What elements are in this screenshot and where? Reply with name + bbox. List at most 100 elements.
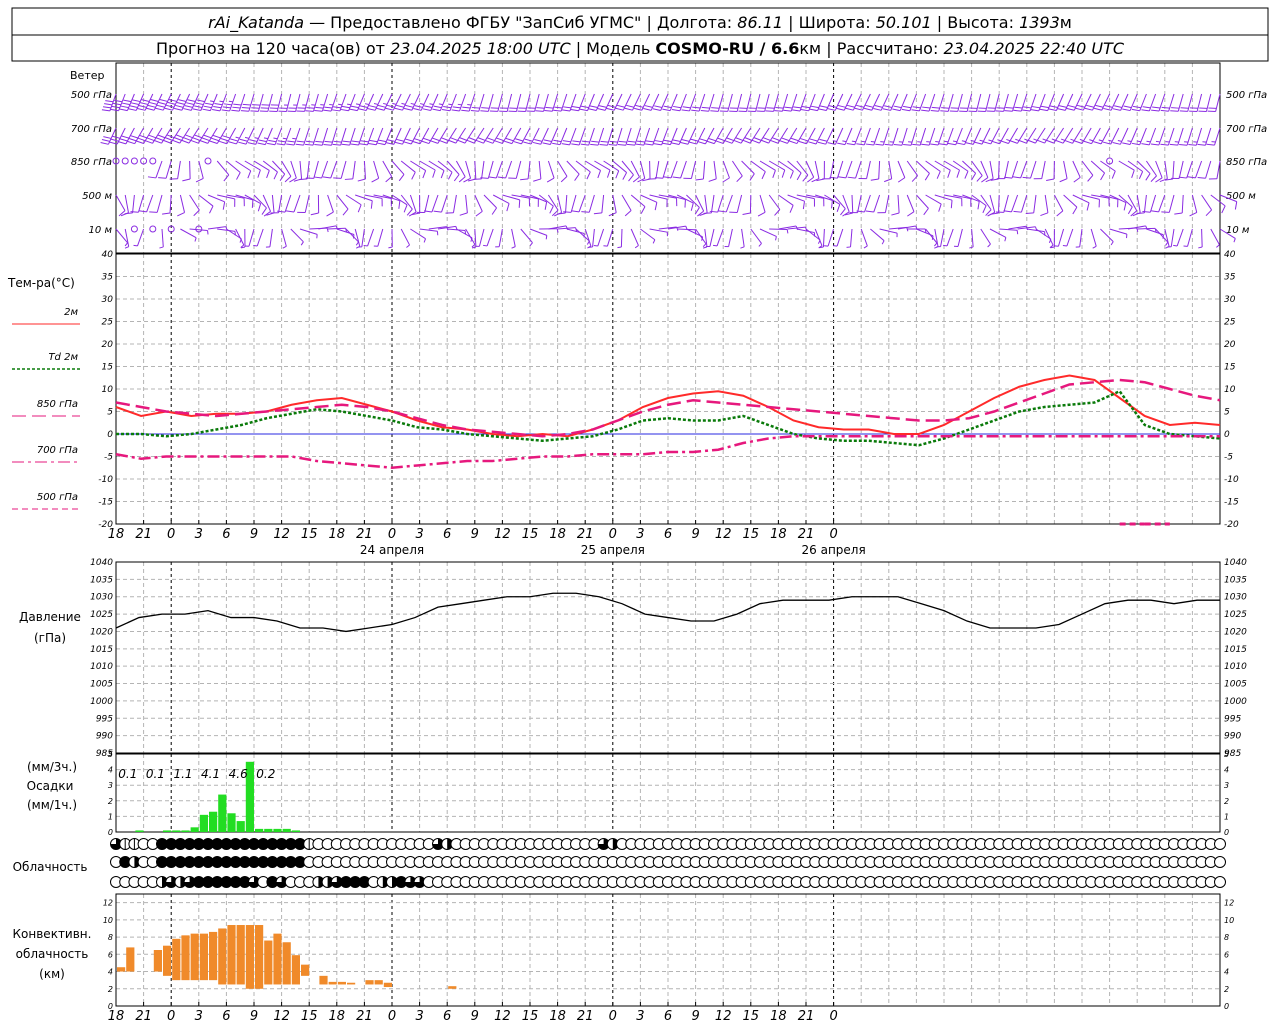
wind-barb-staff xyxy=(805,160,815,178)
wind-barb-flag xyxy=(842,140,847,143)
wind-barb-staff xyxy=(829,160,835,179)
wind-barb xyxy=(765,93,779,112)
wind-barb-flag xyxy=(350,143,359,146)
wind-barb-flag xyxy=(1159,178,1168,183)
wind-barb-staff xyxy=(529,194,547,203)
wind-barb xyxy=(580,127,595,146)
wind-barb xyxy=(323,93,338,112)
wind-barb-flag xyxy=(385,107,394,111)
wind-barb-staff xyxy=(892,127,899,146)
wind-barb-flag xyxy=(1060,138,1066,141)
wind-barb-staff xyxy=(437,225,456,230)
wind-barb-staff xyxy=(217,194,235,200)
wind-barb-staff xyxy=(994,93,1000,112)
y-tick-label-right: 8 xyxy=(1224,933,1229,942)
wind-barb-flag xyxy=(1131,142,1140,146)
wind-barb-flag xyxy=(1160,143,1169,146)
wind-barb-flag xyxy=(300,241,304,246)
wind-level-label-right: 500 м xyxy=(1226,191,1256,202)
wind-barb-flag xyxy=(162,139,171,144)
wind-barb xyxy=(722,160,730,183)
wind-barb-staff xyxy=(318,225,337,230)
wind-barb-staff xyxy=(698,93,706,112)
wind-barb-flag xyxy=(238,141,247,145)
wind-barb xyxy=(989,228,1007,242)
wind-barb xyxy=(1179,93,1193,112)
wind-barb-flag xyxy=(305,110,314,112)
wind-barb-staff xyxy=(392,93,402,111)
wind-barb-flag xyxy=(187,99,196,103)
wind-barb xyxy=(884,127,899,146)
wind-barb-staff xyxy=(634,127,641,146)
wind-barb-flag xyxy=(786,229,789,234)
wind-barb xyxy=(846,127,862,146)
wind-barb xyxy=(980,228,991,248)
wind-barb-staff xyxy=(339,93,347,112)
wind-barb xyxy=(865,127,881,146)
wind-barb-flag xyxy=(840,208,846,216)
wind-barb-flag xyxy=(809,108,818,112)
wind-barb-staff xyxy=(428,226,447,230)
cloud-symbol xyxy=(266,856,279,868)
wind-barb-staff xyxy=(937,127,945,146)
wind-barb-staff xyxy=(749,127,761,144)
wind-barb-staff xyxy=(971,160,983,176)
wind-barb-flag xyxy=(1089,139,1094,142)
temp-series xyxy=(115,435,1220,470)
wind-barb-staff xyxy=(226,194,245,199)
wind-barb xyxy=(511,194,531,207)
x-tick-label: 21 xyxy=(798,527,815,542)
wind-barb xyxy=(439,127,457,144)
x-tick-label: 6 xyxy=(222,527,230,542)
wind-barb-staff xyxy=(1181,194,1184,214)
wind-barb xyxy=(1118,194,1133,215)
wind-barb-flag xyxy=(995,110,1004,112)
wind-barb xyxy=(1173,228,1184,247)
wind-barb-flag xyxy=(557,212,566,215)
wind-barb xyxy=(364,194,383,207)
wind-barb-flag xyxy=(985,178,994,183)
wind-barb xyxy=(606,93,623,111)
wind-barb-flag xyxy=(588,108,597,111)
wind-barb-flag xyxy=(523,141,532,145)
wind-barb-flag xyxy=(233,103,242,106)
y-tick-label-right: 4 xyxy=(1224,766,1229,775)
wind-barb-flag xyxy=(681,109,690,112)
wind-barb xyxy=(164,93,181,111)
wind-barb-flag xyxy=(109,141,118,145)
wind-barb-flag xyxy=(1022,109,1031,112)
wind-barb xyxy=(1167,228,1175,248)
wind-barb xyxy=(789,127,807,145)
wind-barb-staff xyxy=(478,228,485,247)
wind-barb xyxy=(724,228,733,248)
wind-barb-flag xyxy=(981,177,989,183)
wind-barb xyxy=(332,127,347,146)
wind-barb xyxy=(363,228,375,247)
wind-barb xyxy=(1183,228,1193,247)
wind-barb-flag xyxy=(654,105,663,108)
wind-barb-staff xyxy=(209,93,218,111)
wind-barb-flag xyxy=(617,143,626,146)
wind-barb xyxy=(1169,127,1184,146)
cloud-symbol xyxy=(358,876,371,888)
wind-barb xyxy=(925,228,938,247)
y-tick-label-right: 1020 xyxy=(1224,627,1247,637)
wind-barb-staff xyxy=(925,160,941,172)
wind-barb xyxy=(1127,160,1144,180)
wind-barb-flag xyxy=(652,108,661,111)
wind-barb xyxy=(296,93,310,112)
conv-bar xyxy=(236,925,245,985)
wind-barb xyxy=(833,228,844,247)
wind-barb xyxy=(182,160,191,182)
wind-barb-staff xyxy=(244,160,261,171)
wind-barb-staff xyxy=(495,160,503,179)
wind-barb xyxy=(779,127,798,144)
wind-barb-flag xyxy=(710,110,719,112)
y-tick-label-right: 1005 xyxy=(1224,680,1247,690)
y-tick-label-right: -15 xyxy=(1224,498,1239,508)
wind-barb-staff xyxy=(1195,127,1203,146)
wind-barb-staff xyxy=(1191,194,1198,213)
wind-barb-staff xyxy=(901,127,908,146)
wind-barb xyxy=(1179,127,1193,146)
wind-barb-staff xyxy=(873,127,881,146)
